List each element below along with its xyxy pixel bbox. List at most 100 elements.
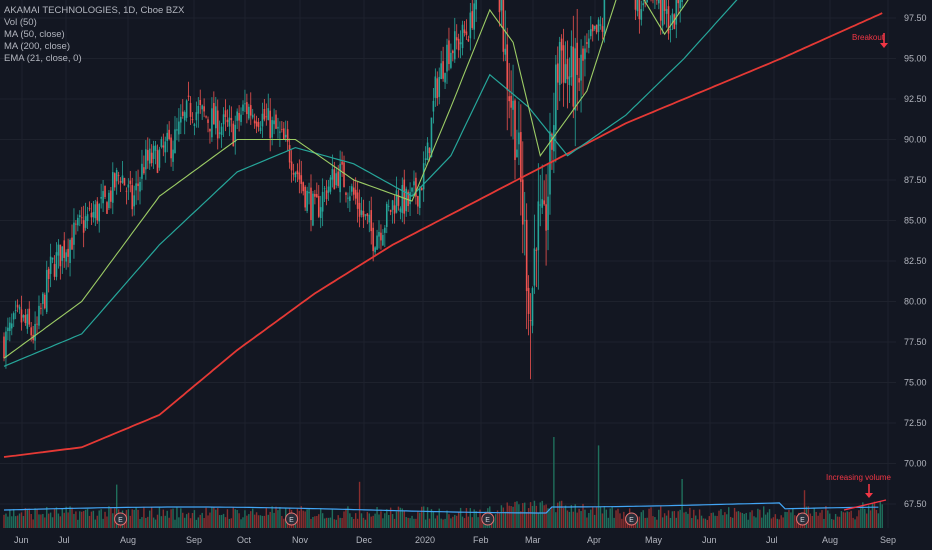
- candle-body: [372, 227, 374, 252]
- candle-body: [469, 12, 472, 39]
- volume-bar: [263, 515, 266, 528]
- legend-ma50[interactable]: MA (50, close): [4, 29, 65, 40]
- candle-body: [401, 184, 404, 214]
- volume-bar: [714, 515, 716, 528]
- volume-bar: [780, 515, 782, 528]
- candle-body: [582, 48, 584, 61]
- legend-ma200[interactable]: MA (200, close): [4, 41, 70, 52]
- breakout-label: Breakout: [852, 33, 885, 42]
- volume-bar: [28, 508, 30, 528]
- volume-arrowhead: [865, 493, 873, 498]
- candle-body: [407, 191, 409, 207]
- candle-body: [244, 103, 246, 105]
- volume-bar: [378, 514, 380, 528]
- volume-bar: [419, 512, 421, 528]
- volume-bar: [792, 508, 794, 528]
- volume-bar: [831, 519, 833, 528]
- candle-body: [189, 102, 192, 117]
- candle-body: [331, 169, 334, 180]
- volume-bar: [555, 512, 557, 528]
- volume-bar: [498, 512, 501, 528]
- volume-bar: [139, 518, 141, 528]
- candle-body: [473, 3, 476, 30]
- volume-bar: [506, 502, 508, 528]
- candle-body: [349, 196, 351, 202]
- symbol-title[interactable]: AKAMAI TECHNOLOGIES, 1D, Cboe BZX: [4, 5, 185, 16]
- volume-bar: [259, 515, 262, 528]
- volume-bar: [588, 512, 590, 528]
- volume-bar: [508, 505, 510, 528]
- candle-body: [183, 112, 186, 121]
- volume-bar: [502, 507, 505, 528]
- candle-body: [59, 244, 62, 267]
- time-axis[interactable]: Jun Jul Aug Sep Oct Nov Dec 2020 Feb Mar Apr May Jun…: [0, 528, 932, 550]
- volume-bar: [698, 509, 701, 528]
- volume-bar: [57, 513, 60, 528]
- earnings-marker-label: E: [289, 517, 294, 524]
- volume-bar: [335, 519, 337, 528]
- candle-body: [261, 113, 264, 127]
- volume-bar: [360, 513, 363, 528]
- volume-bar: [603, 506, 606, 528]
- volume-bar: [735, 511, 738, 528]
- volume-bar: [321, 513, 324, 528]
- volume-bar: [566, 510, 569, 528]
- volume-bar: [362, 517, 365, 528]
- volume-bar: [512, 506, 514, 528]
- volume-bar: [108, 506, 110, 528]
- candle-body: [391, 200, 394, 210]
- volume-bar: [593, 514, 596, 528]
- volume-bar: [380, 511, 382, 528]
- price-tick-label: 77.50: [904, 337, 927, 347]
- volume-bar: [98, 510, 100, 528]
- volume-bar: [543, 505, 545, 528]
- breakout-arrowhead: [880, 43, 888, 48]
- candle-body: [224, 110, 227, 117]
- earnings-marker: [114, 512, 128, 526]
- volume-bar: [242, 517, 244, 528]
- volume-bar: [426, 507, 429, 528]
- candle-body: [446, 44, 448, 72]
- volume-bar: [605, 509, 608, 528]
- volume-bar: [422, 506, 425, 528]
- candle-body: [238, 112, 240, 121]
- volume-bar: [640, 512, 643, 528]
- volume-bar: [832, 519, 835, 528]
- volume-bar: [813, 508, 815, 528]
- volume-bar: [397, 506, 400, 528]
- volume-bar: [774, 514, 777, 528]
- candle-body: [98, 203, 101, 222]
- price-tick-label: 67.50: [904, 499, 927, 509]
- volume-bar: [228, 518, 231, 528]
- volume-bar: [3, 514, 5, 528]
- candle-body: [36, 323, 38, 325]
- candle-body: [385, 203, 388, 227]
- legend-ema21[interactable]: EMA (21, close, 0): [4, 53, 82, 64]
- volume-bar: [145, 517, 147, 528]
- candle-body: [438, 76, 441, 97]
- legend-volume[interactable]: Vol (50): [4, 17, 37, 28]
- candle-body: [125, 190, 128, 192]
- candle-body: [551, 133, 553, 150]
- volume-bar: [409, 518, 411, 528]
- ema21-line: [3, 0, 689, 359]
- volume-bar: [44, 517, 46, 528]
- volume-bar: [663, 513, 666, 528]
- volume-bar: [576, 512, 578, 528]
- candle-body: [281, 129, 283, 131]
- volume-bar: [648, 508, 650, 528]
- candle-body: [185, 100, 188, 118]
- candle-body: [370, 210, 373, 232]
- volume-bar: [601, 513, 604, 528]
- volume-bar: [584, 509, 586, 528]
- volume-bar: [473, 509, 475, 528]
- price-axis[interactable]: 122.50120.00117.50115.00112.50110.00107.…: [896, 0, 932, 528]
- candle-body: [296, 170, 299, 175]
- candle-body: [384, 227, 386, 233]
- volume-bar: [535, 505, 538, 528]
- candle-body: [560, 38, 563, 51]
- volume-bar: [840, 511, 843, 528]
- candle-body: [249, 105, 252, 116]
- volume-bar: [232, 507, 234, 528]
